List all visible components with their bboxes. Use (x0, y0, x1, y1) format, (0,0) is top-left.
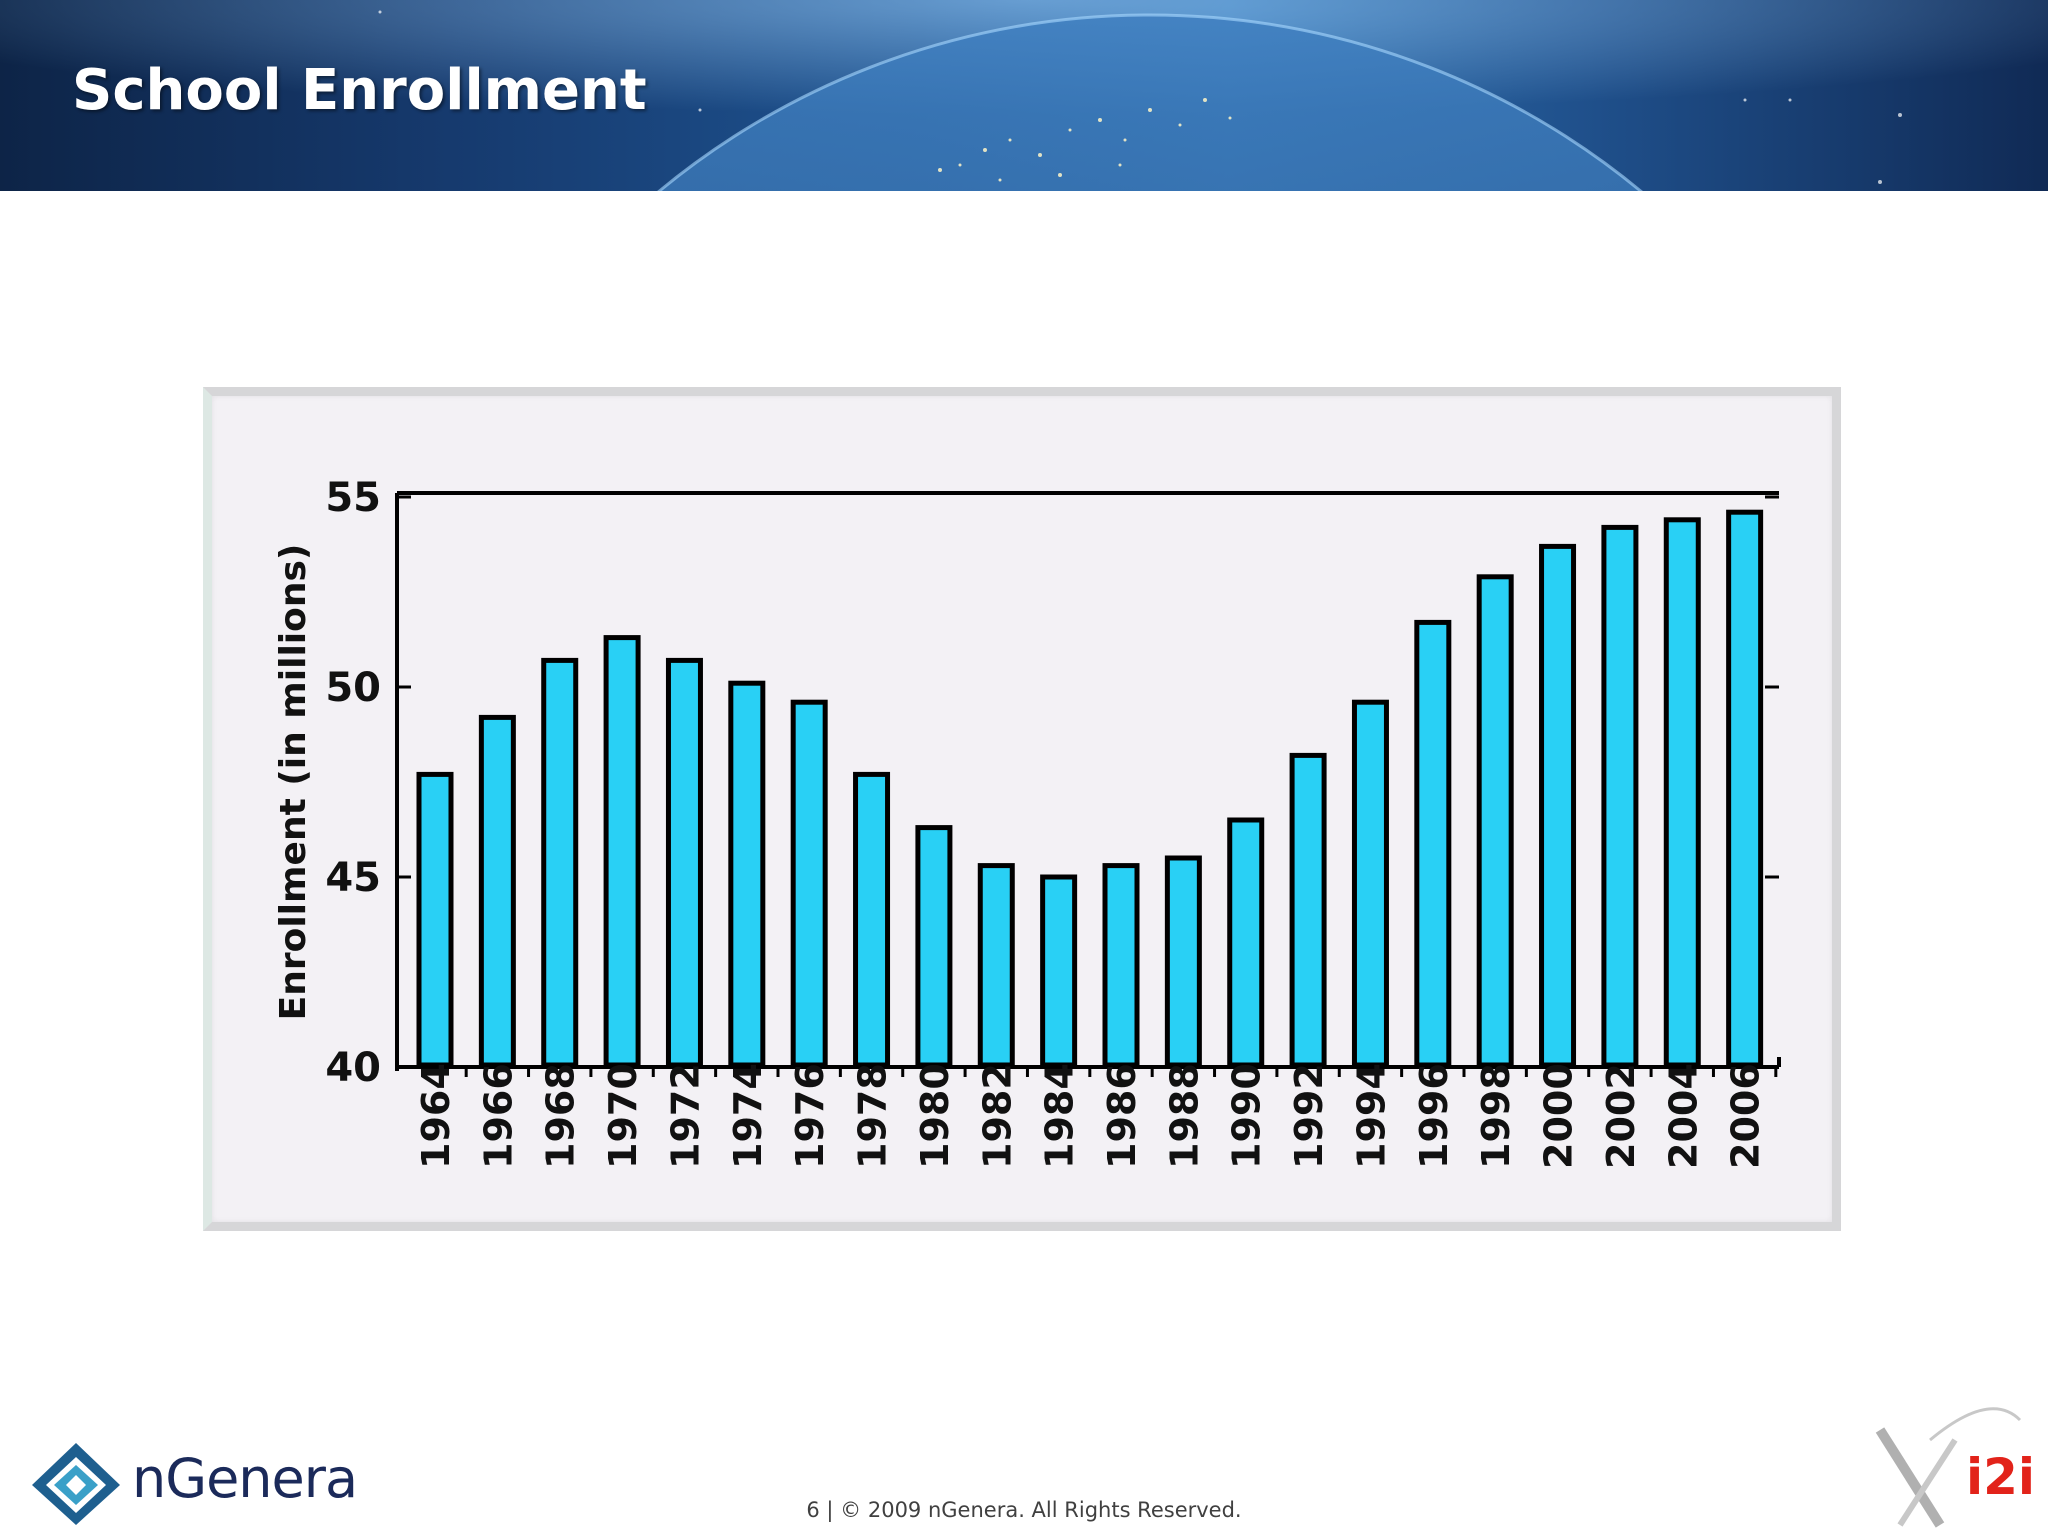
x-tick-label: 1988 (1162, 1063, 1206, 1169)
bar-1968 (541, 657, 579, 1068)
i2i-x-swoosh-icon (1875, 1407, 2022, 1528)
x-tick-label: 1994 (1349, 1063, 1393, 1169)
i2i-logo: i2i (1870, 1400, 2035, 1530)
x-tick-label: 1978 (851, 1063, 895, 1169)
x-tick-label: 1986 (1100, 1063, 1144, 1169)
bar-1988 (1164, 855, 1202, 1068)
bar-1980 (915, 825, 953, 1068)
x-tick-label: 1966 (476, 1063, 520, 1169)
i2i-wordmark: i2i (1966, 1448, 2036, 1506)
earth-background-image (0, 0, 2048, 191)
footer-copyright: 6 | © 2009 nGenera. All Rights Reserved. (806, 1498, 1242, 1522)
x-tick-label: 1990 (1225, 1063, 1269, 1169)
x-tick-label: 1976 (788, 1063, 832, 1169)
x-tick-label: 2000 (1537, 1063, 1581, 1169)
bar-1970 (603, 635, 641, 1068)
x-tick-label: 1972 (663, 1063, 707, 1169)
bar-1978 (853, 771, 891, 1068)
x-tick-label: 1970 (601, 1063, 645, 1169)
ngenera-wordmark: nGenera (132, 1447, 358, 1510)
slide-title: School Enrollment (72, 58, 647, 123)
bar-1986 (1102, 863, 1140, 1068)
x-tick-label: 1964 (414, 1063, 458, 1169)
bar-1998 (1476, 574, 1514, 1068)
bar-1996 (1414, 619, 1452, 1068)
x-tick-label: 1980 (913, 1063, 957, 1169)
x-tick-label: 2006 (1724, 1063, 1768, 1169)
x-tick-label: 1996 (1412, 1063, 1456, 1169)
x-tick-label: 1968 (539, 1063, 583, 1169)
bar-1974 (728, 680, 766, 1068)
x-tick-label: 1984 (1038, 1063, 1082, 1169)
x-tick-label: 2002 (1599, 1063, 1643, 1169)
enrollment-bar-chart: 40 45 50 55 Enrollment (in millions) 1964 1966… (273, 475, 1781, 1169)
y-tick-label: 50 (325, 665, 381, 711)
bar-1982 (977, 863, 1015, 1068)
bar-2004 (1663, 517, 1701, 1068)
y-tick-label: 45 (325, 855, 381, 901)
x-tick-label: 1992 (1287, 1063, 1331, 1169)
bar-1972 (665, 657, 703, 1068)
header-banner: School Enrollment (0, 0, 2048, 191)
bar-1992 (1289, 752, 1327, 1068)
y-tick-label: 55 (325, 475, 381, 521)
x-tick-label: 1982 (975, 1063, 1019, 1169)
y-axis-label: Enrollment (in millions) (273, 544, 314, 1021)
x-tick-label: 1998 (1474, 1063, 1518, 1169)
bar-1976 (790, 699, 828, 1068)
bar-1966 (478, 714, 516, 1068)
x-tick-label: 2004 (1661, 1063, 1705, 1169)
bar-2006 (1726, 509, 1764, 1068)
bar-1994 (1351, 699, 1389, 1068)
ngenera-logo-icon (32, 1443, 120, 1525)
y-tick-label: 40 (325, 1045, 381, 1091)
bar-1990 (1227, 817, 1265, 1068)
x-tick-label: 1974 (726, 1063, 770, 1169)
bar-1964 (416, 771, 454, 1068)
ngenera-logo: nGenera (28, 1441, 358, 1527)
bar-1984 (1040, 874, 1078, 1068)
bar-2000 (1539, 543, 1577, 1068)
bar-2002 (1601, 524, 1639, 1068)
